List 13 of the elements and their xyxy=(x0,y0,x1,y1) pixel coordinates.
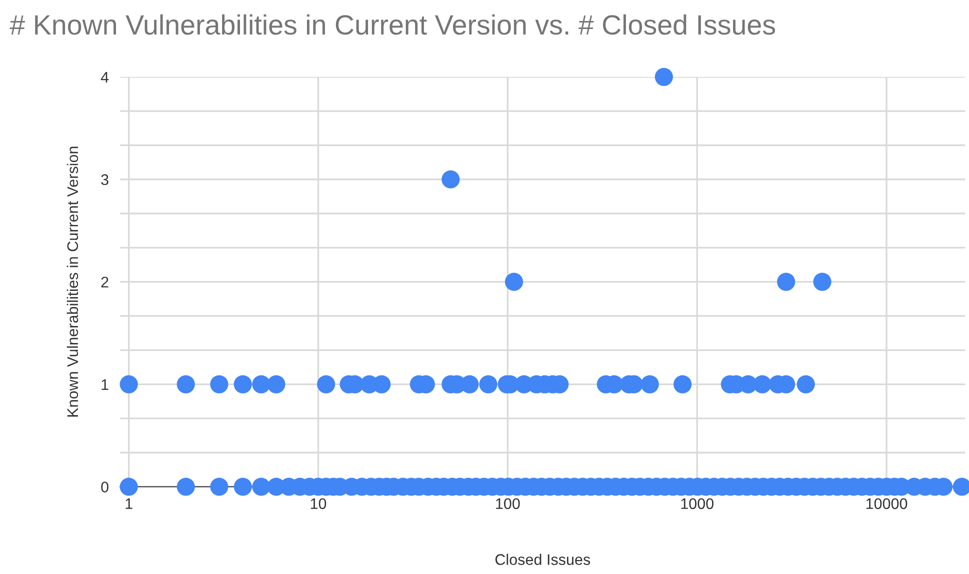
x-tick-label: 1000 xyxy=(681,498,714,510)
x-tick-label: 1 xyxy=(126,498,132,509)
x-axis-title: Closed Issues xyxy=(495,554,590,565)
y-tick-label: 2 xyxy=(101,276,108,288)
y-tick-label: 1 xyxy=(102,379,108,390)
y-tick-label: 4 xyxy=(100,72,109,82)
y-tick-label: 0 xyxy=(101,482,108,492)
chart-title: # Known Vulnerabilities in Current Version vs. # Closed Issues xyxy=(10,14,776,35)
x-tick-label: 10000 xyxy=(866,498,908,510)
x-tick-label: 10 xyxy=(310,498,326,510)
y-tick-label: 3 xyxy=(101,174,108,186)
y-axis-title: Known Vulnerabilities in Current Version xyxy=(66,146,78,417)
x-tick-label: 100 xyxy=(496,498,520,510)
